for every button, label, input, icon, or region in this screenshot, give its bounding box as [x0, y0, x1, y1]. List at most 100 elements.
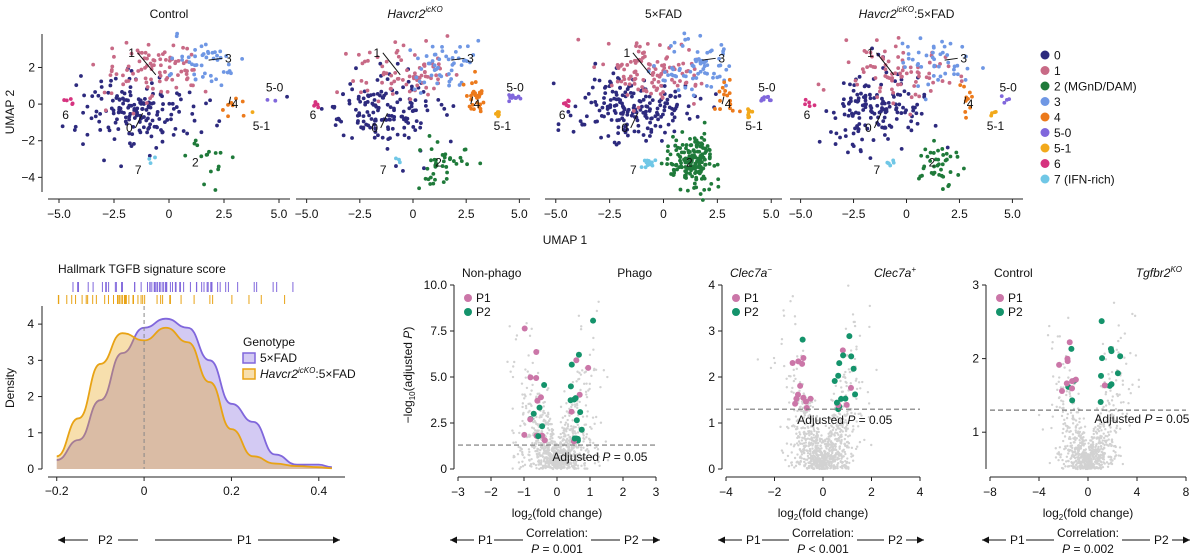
- umap-point-cluster-2: [678, 155, 683, 160]
- volcano-bg-point: [1051, 341, 1054, 344]
- volcano-y-tick-label: 2: [972, 352, 979, 366]
- volcano-bg-point: [551, 449, 554, 453]
- volcano-bg-point: [1076, 447, 1079, 451]
- umap-point-cluster-3: [187, 60, 192, 65]
- umap-point-cluster-3: [213, 50, 217, 55]
- volcano-bg-point: [1098, 439, 1101, 443]
- volcano-xlabel: log2(fold change): [1043, 506, 1134, 522]
- umap-point-cluster-1: [129, 51, 134, 56]
- umap-point-cluster-0: [90, 94, 95, 99]
- volcano-bg-point: [1064, 460, 1068, 463]
- umap-point-cluster-0: [841, 81, 846, 86]
- umap-y-tick-label: −4: [21, 170, 35, 184]
- umap-point-cluster-1: [576, 37, 581, 42]
- umap-point-cluster-2: [213, 188, 218, 192]
- volcano-bg-point: [587, 451, 590, 454]
- volcano-bg-point: [564, 421, 568, 424]
- umap-point-cluster-2: [716, 177, 721, 182]
- volcano-bg-point: [1101, 442, 1105, 445]
- umap-point-cluster-0: [181, 129, 186, 133]
- umap-point-cluster-4: [958, 83, 963, 87]
- volcano-bg-point: [506, 360, 509, 364]
- umap-point-cluster-1: [375, 55, 380, 60]
- volcano-bg-point: [1070, 461, 1074, 465]
- volcano-x-tick-label: 2: [868, 485, 875, 499]
- volcano-bg-point: [527, 453, 530, 456]
- umap-point-cluster-0: [829, 130, 833, 134]
- volcano-bg-point: [576, 453, 579, 456]
- volcano-point-p2: [541, 382, 548, 389]
- volcano-bg-point: [592, 441, 595, 445]
- umap-point-cluster-0: [319, 107, 324, 111]
- volcano-bg-point: [525, 321, 528, 325]
- umap-cluster-label-7: 7: [630, 163, 637, 177]
- umap-point-cluster-0: [217, 119, 222, 124]
- volcano-bg-point: [537, 452, 540, 456]
- volcano-point-p2: [842, 395, 849, 402]
- umap-point-cluster-0: [373, 130, 378, 134]
- umap-point-cluster-5-0: [999, 94, 1004, 99]
- volcano-bg-point: [592, 336, 595, 340]
- umap-point-cluster-0: [899, 111, 904, 115]
- umap-point-cluster-0: [161, 102, 165, 106]
- umap-point-cluster-1: [896, 55, 901, 59]
- volcano-bg-point: [1071, 417, 1074, 420]
- volcano-bg-point: [1058, 396, 1061, 399]
- volcano-bg-point: [853, 324, 857, 328]
- umap-point-cluster-0: [418, 125, 423, 130]
- umap-point-cluster-0: [191, 104, 196, 109]
- umap-x-tick-label: −5.0: [47, 207, 71, 221]
- volcano-bg-point: [1071, 454, 1074, 458]
- umap-cluster-label-4: 4: [967, 97, 974, 111]
- volcano-bg-point: [576, 406, 579, 410]
- umap-point-cluster-0: [602, 101, 607, 106]
- umap-point-cluster-1: [692, 102, 696, 106]
- volcano-bg-point: [566, 418, 569, 422]
- umap-point-cluster-0: [112, 137, 117, 142]
- volcano-bg-point: [587, 389, 590, 392]
- volcano-bg-point: [537, 448, 540, 451]
- umap-point-cluster-2: [931, 172, 936, 176]
- volcano-bg-point: [512, 441, 515, 444]
- volcano-bg-point: [564, 463, 567, 466]
- umap-point-cluster-0: [406, 79, 411, 84]
- umap-point-cluster-2: [699, 141, 704, 146]
- umap-point-cluster-1: [173, 59, 178, 64]
- umap-label-leader: [208, 57, 223, 61]
- umap-point-cluster-6: [68, 97, 73, 101]
- umap-point-cluster-0: [870, 46, 874, 51]
- umap-point-cluster-0: [121, 101, 126, 106]
- umap-point-cluster-3: [203, 42, 208, 47]
- umap-point-cluster-0: [141, 125, 146, 130]
- umap-point-cluster-2: [665, 149, 670, 154]
- volcano-bg-point: [1067, 376, 1070, 379]
- umap-point-cluster-1: [908, 112, 913, 117]
- volcano-bg-point: [792, 424, 795, 427]
- volcano-point-p2: [840, 352, 847, 359]
- volcano-bg-point: [854, 447, 858, 451]
- umap-x-tick-label: −5.0: [295, 207, 319, 221]
- volcano-bg-point: [1077, 454, 1080, 457]
- volcano-bg-point: [824, 453, 827, 457]
- umap-point-cluster-0: [386, 127, 391, 132]
- umap-point-cluster-2: [195, 143, 200, 148]
- umap-point-cluster-1: [393, 40, 398, 45]
- volcano-bg-point: [595, 452, 599, 455]
- volcano-bg-point: [547, 465, 551, 469]
- volcano-point-p2: [1069, 397, 1076, 404]
- volcano-bg-point: [830, 445, 834, 448]
- umap-point-cluster-2: [955, 154, 960, 159]
- volcano-bg-point: [1109, 430, 1112, 433]
- volcano-bg-point: [846, 435, 850, 438]
- volcano-bg-point: [569, 438, 572, 441]
- umap-point-cluster-0: [373, 126, 378, 131]
- umap-point-cluster-0: [584, 114, 589, 119]
- umap-point-cluster-3: [194, 63, 199, 67]
- umap-point-cluster-0: [623, 90, 628, 95]
- volcano-bg-point: [576, 464, 580, 467]
- volcano-bg-point: [1123, 332, 1127, 335]
- umap-point-cluster-0: [621, 118, 626, 123]
- volcano-bg-point: [796, 355, 799, 358]
- umap-point-cluster-2: [680, 143, 685, 147]
- volcano-bg-point: [838, 447, 841, 451]
